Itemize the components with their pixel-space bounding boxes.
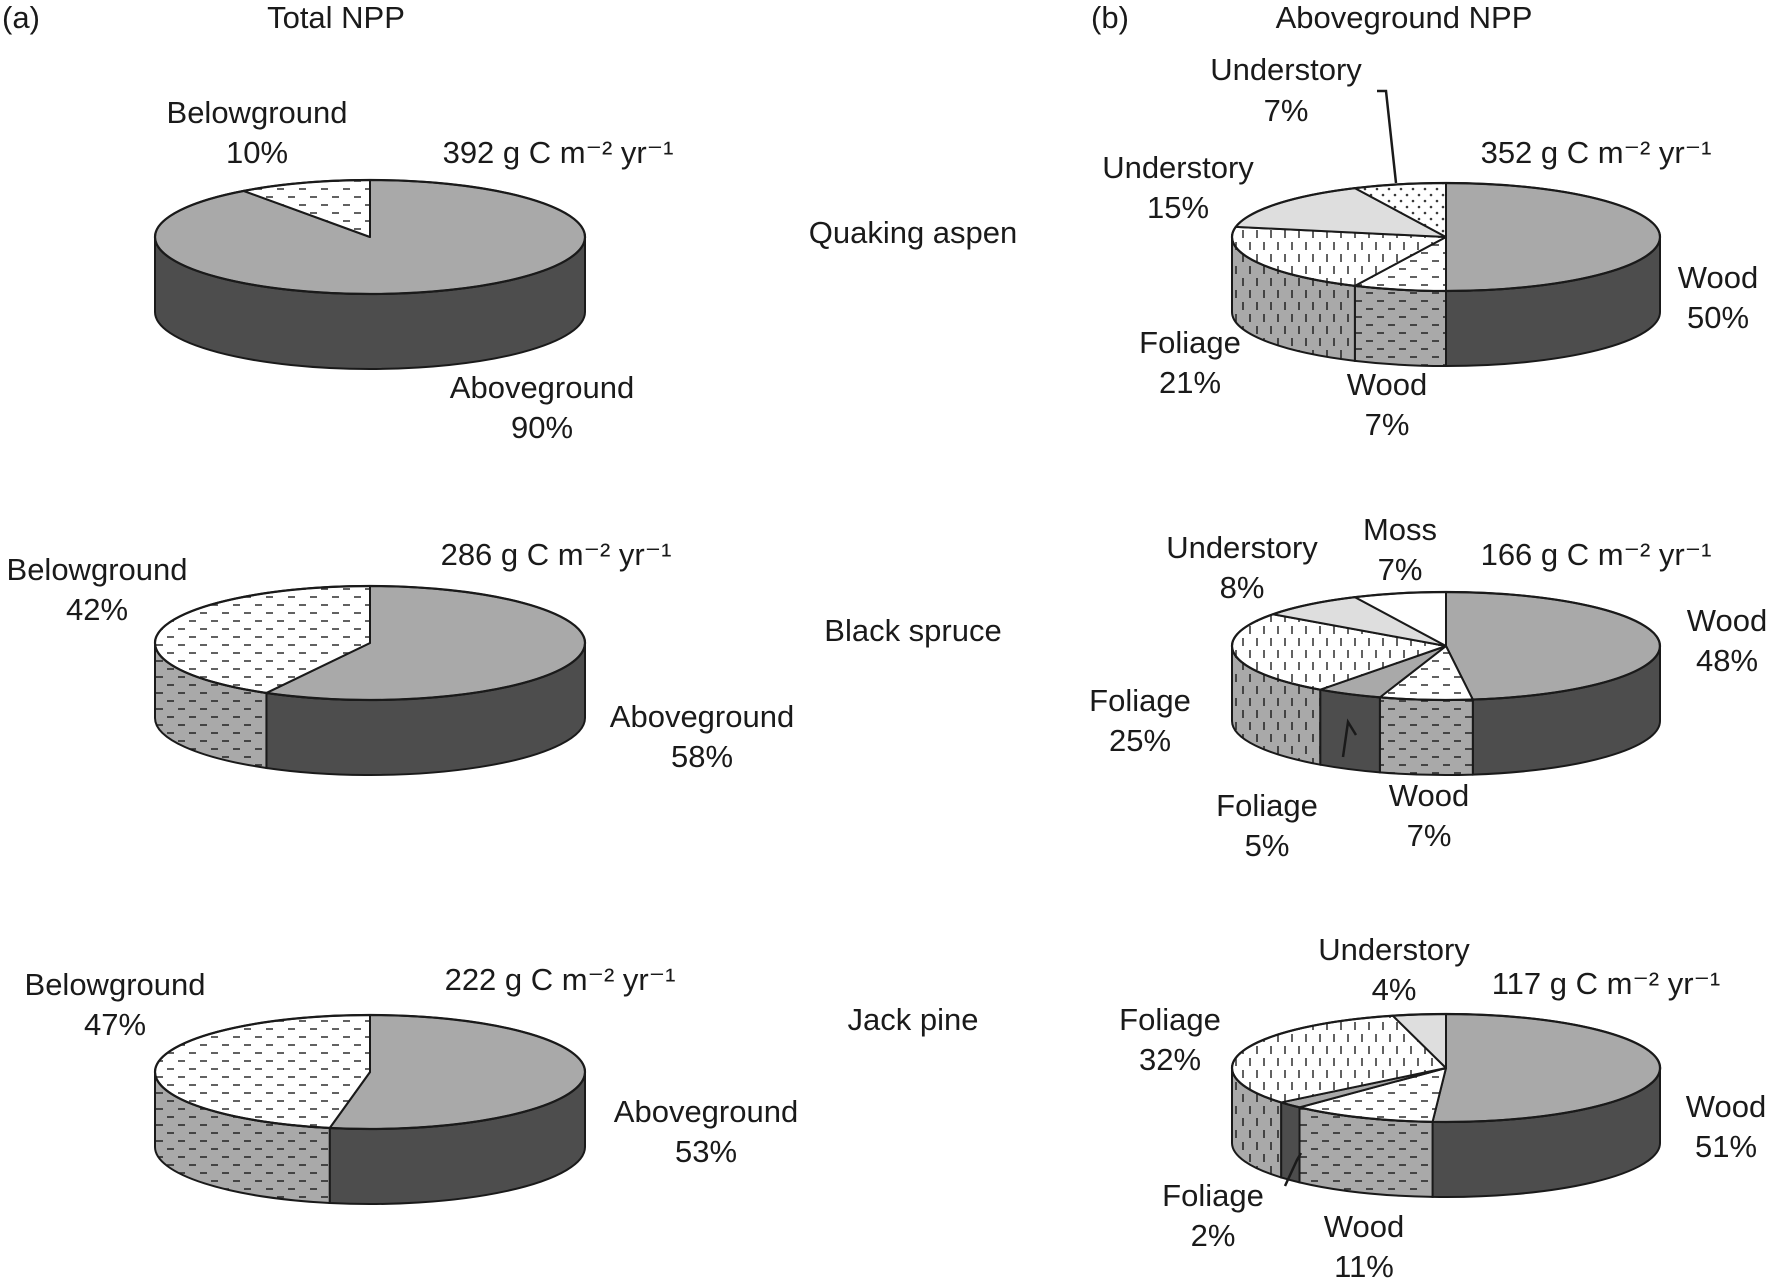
leader-line (1341, 718, 1358, 758)
panel-b-tag: (b) (1091, 0, 1129, 35)
slice-label-value: 7% (1264, 93, 1309, 128)
panel-a-title: Total NPP (267, 0, 405, 35)
leader-line (1377, 89, 1398, 184)
slice-label-name: Foliage (1119, 1002, 1221, 1037)
pie-a-spruce (153, 584, 587, 777)
pie-rim (1230, 181, 1662, 293)
slice-label-name: Understory (1102, 150, 1254, 185)
slice-label-name: Foliage (1139, 325, 1241, 360)
pie-side-foliage (1319, 688, 1381, 774)
slice-label-name: Wood (1678, 260, 1758, 295)
slice-label-value: 50% (1687, 300, 1749, 335)
pie-side-wood (1353, 284, 1447, 368)
panel-b-title: Aboveground NPP (1276, 0, 1533, 35)
slice-label-name: Belowground (167, 95, 348, 130)
slice-label-name: Foliage (1089, 683, 1191, 718)
total-a-jackpine: 222 g C m⁻² yr⁻¹ (445, 962, 676, 997)
slice-label-name: Wood (1686, 1089, 1766, 1124)
species-label-black-spruce: Black spruce (824, 613, 1001, 648)
slice-label-value: 11% (1334, 1249, 1394, 1283)
slice-label-name: Foliage (1216, 788, 1318, 823)
pie-rim (153, 178, 587, 296)
pie-rim (1230, 1012, 1662, 1124)
slice-label-name: Foliage (1162, 1178, 1264, 1213)
slice-label-value: 8% (1220, 570, 1265, 605)
slice-label-value: 10% (226, 135, 288, 170)
slice-label-value: 47% (84, 1007, 146, 1042)
slice-label-name: Belowground (7, 552, 188, 587)
slice-label-value: 53% (675, 1134, 737, 1169)
slice-label-value: 2% (1191, 1218, 1236, 1253)
slice-label-name: Wood (1389, 778, 1469, 813)
pie-side-wood (1378, 696, 1474, 776)
slice-label-name: Aboveground (614, 1094, 798, 1129)
slice-label-name: Belowground (25, 967, 206, 1002)
slice-label-value: 42% (66, 592, 128, 627)
slice-label-name: Aboveground (450, 370, 634, 405)
pie-b-spruce (1230, 590, 1662, 776)
slice-label-name: Aboveground (610, 699, 794, 734)
total-b-aspen: 352 g C m⁻² yr⁻¹ (1481, 135, 1712, 170)
total-a-spruce: 286 g C m⁻² yr⁻¹ (441, 537, 672, 572)
pie-a-aspen (153, 178, 587, 370)
slice-label-value: 32% (1139, 1042, 1201, 1077)
pie-rim (153, 584, 587, 702)
slice-label-value: 21% (1159, 365, 1221, 400)
species-label-quaking-aspen: Quaking aspen (809, 215, 1018, 250)
slice-label-value: 15% (1147, 190, 1209, 225)
slice-label-value: 51% (1695, 1129, 1757, 1164)
slice-label-name: Understory (1166, 530, 1318, 565)
slice-label-value: 4% (1372, 972, 1417, 1007)
slice-label-value: 7% (1407, 818, 1452, 853)
leader-line (1283, 1152, 1303, 1187)
slice-label-value: 5% (1245, 828, 1290, 863)
species-label-jack-pine: Jack pine (848, 1002, 979, 1037)
slice-label-value: 25% (1109, 723, 1171, 758)
total-a-aspen: 392 g C m⁻² yr⁻¹ (443, 135, 674, 170)
slice-label-name: Wood (1347, 367, 1427, 402)
slice-label-value: 7% (1378, 552, 1423, 587)
total-b-spruce: 166 g C m⁻² yr⁻¹ (1481, 537, 1712, 572)
pie-rim (1230, 590, 1662, 702)
slice-label-name: Understory (1210, 52, 1362, 87)
slice-label-name: Wood (1324, 1209, 1404, 1244)
slice-label-name: Understory (1318, 932, 1470, 967)
slice-label-name: Wood (1687, 603, 1767, 638)
slice-label-value: 48% (1696, 643, 1758, 678)
pie-b-jackpine (1230, 1012, 1662, 1198)
slice-label-value: 90% (511, 410, 573, 445)
total-b-jackpine: 117 g C m⁻² yr⁻¹ (1492, 966, 1721, 1001)
slice-label-value: 7% (1365, 407, 1410, 442)
pie-side-foliage (1280, 1101, 1301, 1184)
pie-a-jackpine (153, 1013, 587, 1205)
panel-a-tag: (a) (2, 0, 40, 35)
slice-label-value: 58% (671, 739, 733, 774)
pie-b-aspen (1230, 181, 1662, 368)
slice-label-name: Moss (1363, 512, 1437, 547)
pie-rim (153, 1013, 587, 1131)
